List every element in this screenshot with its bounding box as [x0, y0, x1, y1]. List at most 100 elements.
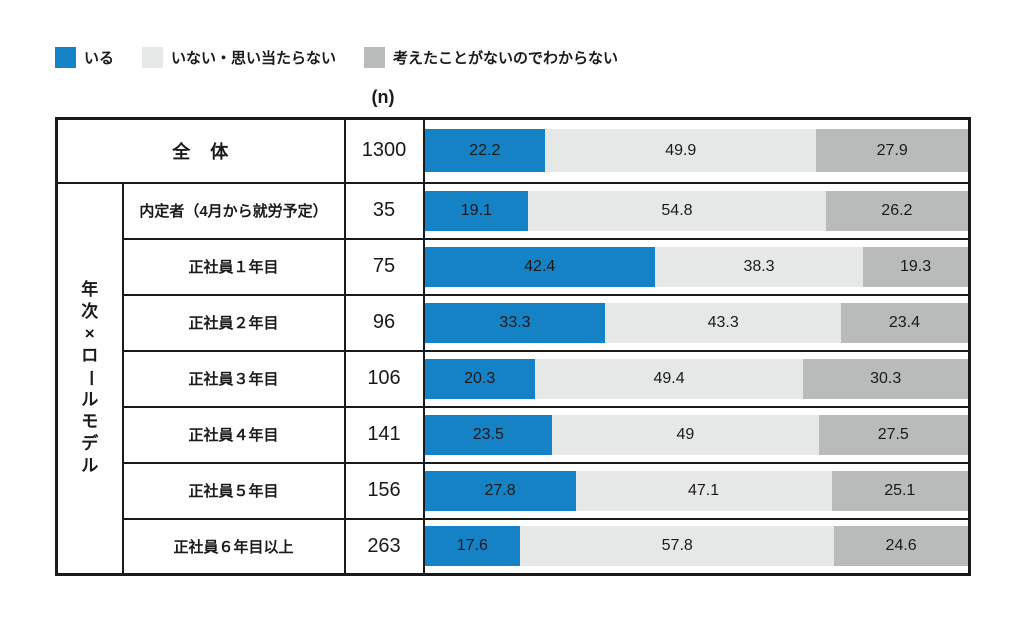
bar-segment-iru: 22.2	[425, 129, 546, 173]
category-label: 正社員６年目以上	[121, 517, 346, 576]
bar-value-label: 42.4	[524, 257, 556, 275]
blue-square-icon	[55, 47, 76, 68]
legend-label: 考えたことがないのでわからない	[393, 50, 619, 67]
bar-segment-iru: 42.4	[425, 246, 655, 287]
bar-value-label: 20.3	[464, 369, 496, 387]
bar-value-label: 30.3	[870, 369, 902, 387]
bar-value-label: 24.6	[885, 537, 917, 555]
stacked-bar: 19.1 54.8 26.2	[425, 190, 968, 231]
category-label: 正社員４年目	[121, 405, 346, 464]
n-column-header: (n)	[371, 87, 395, 107]
bar-cell: 20.3 49.4 30.3	[422, 349, 971, 408]
n-value: 156	[343, 461, 425, 520]
category-label: 正社員２年目	[121, 293, 346, 352]
n-value: 263	[343, 517, 425, 576]
bar-cell: 42.4 38.3 19.3	[422, 237, 971, 296]
n-value: 96	[343, 293, 425, 352]
bar-segment-wakaranai: 27.5	[818, 414, 968, 455]
bar-value-label: 27.9	[876, 141, 908, 159]
bar-segment-wakaranai: 27.9	[816, 129, 968, 173]
bar-value-label: 43.3	[707, 313, 739, 331]
bar-segment-wakaranai: 24.6	[834, 526, 968, 567]
n-value: 75	[343, 237, 425, 296]
bar-value-label: 57.8	[661, 537, 693, 555]
category-label: 正社員５年目	[121, 461, 346, 520]
table-row: 年次 × ロールモデル内定者（4月から就労予定） 35 19.1 54.8 26.2	[55, 181, 971, 576]
table-row: 正社員１年目 75 42.4 38.3 19.3	[57, 237, 971, 296]
bar-segment-wakaranai: 19.3	[863, 246, 968, 287]
category-label-total: 全 体	[55, 117, 346, 184]
legend-label: いない・思い当たらない	[171, 50, 337, 67]
bar-value-label: 27.8	[484, 481, 516, 499]
bar-segment-wakaranai: 30.3	[803, 358, 968, 399]
table-row: 正社員３年目 106 20.3 49.4 30.3	[57, 349, 971, 408]
table-row: 全 体 1300 22.2 49.9 27.9	[55, 117, 971, 184]
stacked-bar: 23.5 49 27.5	[425, 414, 968, 455]
n-value: 141	[343, 405, 425, 464]
stacked-bar: 42.4 38.3 19.3	[425, 246, 968, 287]
bar-segment-wakaranai: 25.1	[831, 470, 968, 511]
table-row: 正社員５年目 156 27.8 47.1 25.1	[57, 461, 971, 520]
bar-value-label: 17.6	[456, 537, 488, 555]
bar-segment-wakaranai: 23.4	[840, 302, 968, 343]
stacked-bar: 17.6 57.8 24.6	[425, 526, 968, 567]
gray-square-icon	[364, 47, 386, 68]
bar-value-label: 49.4	[653, 369, 685, 387]
bar-segment-iru: 23.5	[425, 414, 553, 455]
stacked-bar: 20.3 49.4 30.3	[425, 358, 968, 399]
bar-value-label: 23.5	[472, 425, 504, 443]
bar-cell: 17.6 57.8 24.6	[422, 517, 971, 576]
table-row: 正社員６年目以上 263 17.6 57.8 24.6	[57, 517, 971, 576]
bar-value-label: 23.4	[888, 313, 920, 331]
bar-segment-inai: 49	[552, 414, 819, 455]
bar-segment-inai: 47.1	[575, 470, 832, 511]
bar-value-label: 54.8	[661, 201, 693, 219]
bar-value-label: 33.3	[499, 313, 531, 331]
bar-cell: 19.1 54.8 26.2	[422, 181, 971, 240]
n-value: 1300	[343, 117, 425, 184]
chart-table: 全 体 1300 22.2 49.9 27.9 年次 × ロールモデル内定者（4月から就労予定…	[55, 117, 971, 576]
category-label: 正社員１年目	[121, 237, 346, 296]
bar-segment-inai: 57.8	[520, 526, 835, 567]
stacked-bar: 22.2 49.9 27.9	[425, 129, 968, 173]
bar-value-label: 22.2	[469, 141, 501, 159]
bar-value-label: 49.9	[665, 141, 697, 159]
group-label-vertical: 年次 × ロールモデル	[55, 181, 124, 576]
category-label: 内定者（4月から就労予定）	[121, 181, 346, 240]
bar-segment-wakaranai: 26.2	[825, 190, 968, 231]
bar-value-label: 26.2	[881, 201, 913, 219]
n-value: 35	[343, 181, 425, 240]
stacked-bar: 27.8 47.1 25.1	[425, 470, 968, 511]
bar-cell: 22.2 49.9 27.9	[422, 117, 971, 184]
bar-segment-inai: 49.9	[545, 129, 817, 173]
bar-value-label: 47.1	[688, 481, 720, 499]
bar-value-label: 19.3	[899, 257, 932, 275]
bar-segment-iru: 20.3	[425, 358, 535, 399]
bar-value-label: 27.5	[877, 425, 909, 443]
bar-segment-iru: 17.6	[425, 526, 521, 567]
bar-value-label: 25.1	[884, 481, 916, 499]
bar-segment-inai: 38.3	[654, 246, 864, 287]
chart-table-body: 全 体 1300 22.2 49.9 27.9 年次 × ロールモデル内定者（4月から就労予定…	[55, 117, 971, 576]
bar-cell: 27.8 47.1 25.1	[422, 461, 971, 520]
bar-cell: 33.3 43.3 23.4	[422, 293, 971, 352]
bar-segment-inai: 49.4	[534, 358, 804, 399]
table-row: 正社員４年目 141 23.5 49 27.5	[57, 405, 971, 464]
legend-item: いない・思い当たらない	[142, 47, 336, 68]
category-label: 正社員３年目	[121, 349, 346, 408]
stacked-bar: 33.3 43.3 23.4	[425, 302, 968, 343]
bar-segment-inai: 43.3	[605, 302, 841, 343]
bar-segment-iru: 19.1	[425, 190, 529, 231]
table-row: 正社員２年目 96 33.3 43.3 23.4	[57, 293, 971, 352]
legend-item: いる	[55, 47, 114, 68]
legend-label: いる	[84, 50, 115, 67]
bar-cell: 23.5 49 27.5	[422, 405, 971, 464]
legend: いる いない・思い当たらない 考えたことがないのでわからない	[55, 47, 618, 68]
light-gray-square-icon	[142, 47, 164, 68]
bar-segment-inai: 54.8	[528, 190, 826, 231]
bar-value-label: 19.1	[460, 201, 492, 219]
legend-item: 考えたことがないのでわからない	[364, 47, 618, 68]
bar-segment-iru: 33.3	[425, 302, 606, 343]
bar-value-label: 38.3	[743, 257, 775, 275]
